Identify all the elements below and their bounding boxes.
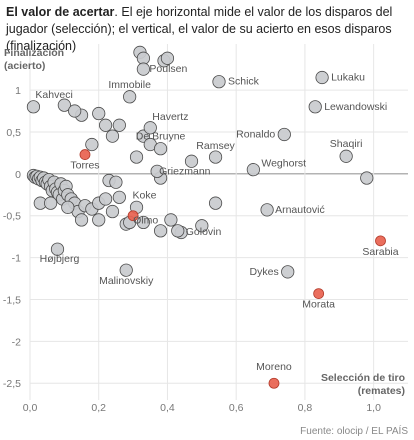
player-point: [281, 265, 295, 279]
y-tick-label: 0,5: [6, 127, 21, 139]
y-tick-label: 0: [15, 169, 21, 181]
player-point: [184, 154, 199, 168]
player-point: [143, 121, 157, 135]
x-tick-label: 0,0: [23, 402, 38, 414]
player-point: [68, 104, 82, 118]
point-label: Morata: [302, 299, 335, 311]
player-point: [74, 213, 89, 227]
data-points: [26, 45, 386, 389]
axis-ticks: 1 0,5 0 -0,5 -1 -1,5 -2 -2,50,0 0,2 0,4 0,6 0,8 1,0: [3, 85, 381, 414]
point-label: Malinovskiy: [99, 275, 154, 287]
y-tick-label: -2,5: [3, 378, 21, 390]
point-label: Shaqiri: [330, 138, 363, 150]
point-label: Ronaldo: [236, 128, 275, 140]
player-point: [308, 100, 322, 114]
chart-title: El valor de acertar: [6, 5, 115, 19]
player-point: [112, 118, 126, 132]
y-axis-title: Finalización: [4, 47, 64, 59]
source-note: Fuente: olocip / EL PAÍS: [300, 426, 408, 437]
player-point: [123, 90, 137, 104]
player-point: [246, 163, 260, 177]
player-point: [208, 196, 223, 210]
point-label: Griezmann: [159, 165, 211, 177]
grid-lines: [29, 44, 408, 400]
chart-description: . El eje horizontal mide el valor de los…: [6, 5, 393, 53]
highlight-point: [375, 235, 386, 247]
x-tick-label: 0,4: [160, 402, 175, 414]
player-point: [339, 149, 353, 163]
player-point: [212, 75, 226, 89]
y-tick-label: 1: [15, 85, 21, 97]
point-label: Moreno: [256, 361, 292, 373]
x-tick-label: 0,8: [298, 402, 313, 414]
player-point: [129, 150, 144, 164]
point-label: Olmo: [133, 215, 158, 227]
point-label: Immobile: [108, 79, 151, 91]
y-axis-title: (acierto): [4, 60, 45, 72]
x-tick-label: 0,6: [229, 402, 244, 414]
player-point: [85, 137, 99, 152]
highlight-point: [79, 149, 91, 160]
point-label: Ramsey: [196, 140, 235, 152]
point-label: Lewandowski: [324, 101, 387, 113]
chart-header: El valor de acertar. El eje horizontal m…: [6, 4, 408, 55]
point-label: Dykes: [250, 266, 279, 278]
x-tick-label: 1,0: [366, 402, 381, 414]
y-tick-label: -1: [12, 253, 21, 265]
highlight-point: [268, 377, 280, 389]
player-point: [99, 118, 113, 132]
axis-titles: Finalización(acierto) Selección de tiro(r…: [4, 47, 405, 397]
point-label: Sarabia: [362, 246, 398, 258]
point-label: Weghorst: [261, 158, 306, 170]
player-point: [150, 164, 164, 178]
point-label: Schick: [228, 76, 260, 88]
player-point: [153, 224, 168, 238]
y-tick-label: -0,5: [3, 211, 21, 223]
point-label: Havertz: [152, 111, 188, 123]
player-point: [50, 242, 65, 256]
player-point: [171, 224, 185, 238]
player-point: [61, 200, 75, 214]
player-point: [360, 171, 374, 185]
player-point: [277, 127, 291, 142]
point-label: Golovin: [186, 226, 222, 238]
player-point: [44, 196, 58, 210]
player-point: [195, 219, 209, 233]
player-point: [105, 204, 120, 219]
player-point: [208, 150, 223, 164]
point-label: Koke: [133, 189, 157, 201]
player-point: [260, 203, 274, 217]
player-point: [57, 98, 71, 112]
player-point: [136, 215, 150, 230]
x-axis-title: (remates): [358, 385, 405, 397]
player-point: [112, 190, 126, 204]
point-label: Arnautović: [275, 204, 325, 216]
player-point: [99, 192, 113, 206]
player-point: [105, 129, 120, 143]
player-point: [92, 213, 106, 227]
player-point: [109, 175, 123, 189]
player-point: [160, 51, 175, 65]
player-point: [92, 106, 106, 121]
highlight-point: [313, 288, 325, 300]
player-point: [136, 62, 150, 76]
point-label: Torres: [70, 160, 99, 172]
point-label: De Bruyne: [136, 131, 186, 143]
point-label: Lukaku: [331, 72, 365, 84]
point-label: Kahveci: [35, 89, 72, 101]
x-tick-label: 0,2: [91, 402, 106, 414]
point-labels: Kahveci Immobile Poulsen Schick Lukaku Lewand…: [35, 63, 398, 373]
player-point: [164, 213, 178, 227]
player-point: [153, 142, 168, 156]
point-label: Højbjerg: [40, 253, 80, 265]
x-axis-title: Selección de tiro: [321, 372, 405, 384]
player-point: [315, 70, 329, 85]
player-point: [119, 263, 133, 277]
player-point: [26, 100, 41, 114]
y-tick-label: -1,5: [3, 294, 21, 306]
y-tick-label: -2: [12, 336, 21, 348]
highlight-point: [127, 210, 139, 222]
point-label: Poulsen: [149, 63, 187, 75]
